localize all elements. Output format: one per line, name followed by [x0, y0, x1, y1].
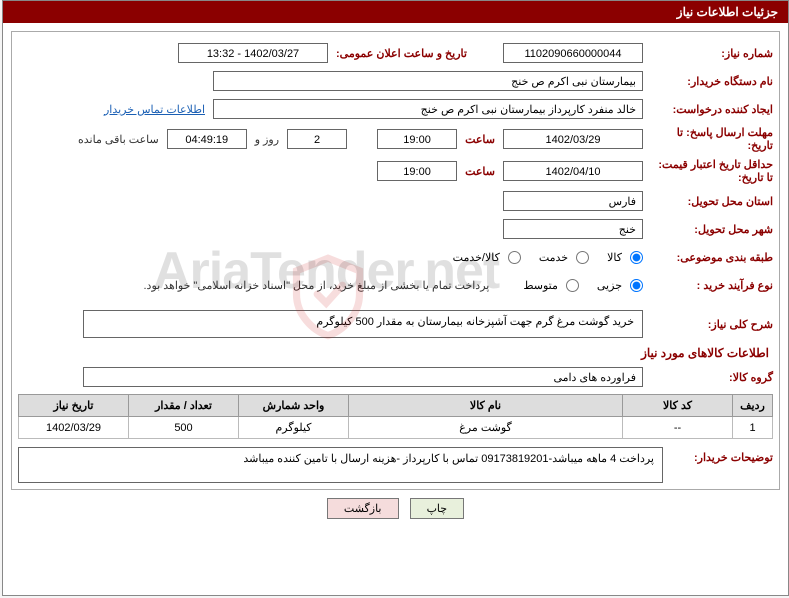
radio-label-goods-service: کالا/خدمت [439, 251, 504, 264]
label-response-deadline: مهلت ارسال پاسخ: تا تاریخ: [643, 126, 773, 152]
value-response-time: 19:00 [377, 129, 457, 149]
td-date: 1402/03/29 [19, 417, 129, 439]
page-title: جزئیات اطلاعات نیاز [3, 1, 788, 23]
label-hour-2: ساعت [457, 165, 503, 178]
label-days-and: روز و [247, 133, 287, 146]
label-delivery-city: شهر محل تحویل: [643, 223, 773, 236]
label-goods-group: گروه کالا: [643, 371, 773, 384]
payment-note: پرداخت تمام یا بخشی از مبلغ خرید، از محل… [144, 279, 490, 292]
table-header-row: ردیف کد کالا نام کالا واحد شمارش تعداد /… [19, 395, 773, 417]
value-delivery-city: خنج [503, 219, 643, 239]
radio-goods[interactable] [630, 251, 643, 264]
label-subject-class: طبقه بندی موضوعی: [643, 251, 773, 264]
value-requester: خالد منفرد کارپرداز بیمارستان نبی اکرم ص… [213, 99, 643, 119]
value-time-remaining: 04:49:19 [167, 129, 247, 149]
value-delivery-province: فارس [503, 191, 643, 211]
radio-label-service: خدمت [525, 251, 572, 264]
th-date: تاریخ نیاز [19, 395, 129, 417]
td-row: 1 [733, 417, 773, 439]
label-announce-datetime: تاریخ و ساعت اعلان عمومی: [328, 47, 503, 60]
th-name: نام کالا [349, 395, 623, 417]
value-days-remaining: 2 [287, 129, 347, 149]
label-hour-1: ساعت [457, 133, 503, 146]
label-purchase-type: نوع فرآیند خرید : [643, 279, 773, 292]
button-bar: چاپ بازگشت [3, 498, 788, 519]
print-button[interactable]: چاپ [410, 498, 465, 519]
value-response-date: 1402/03/29 [503, 129, 643, 149]
th-unit: واحد شمارش [239, 395, 349, 417]
link-buyer-contact[interactable]: اطلاعات تماس خریدار [104, 103, 205, 116]
table-row: 1 -- گوشت مرغ کیلوگرم 500 1402/03/29 [19, 417, 773, 439]
td-unit: کیلوگرم [239, 417, 349, 439]
label-hours-remaining: ساعت باقی مانده [70, 133, 167, 146]
value-goods-group: فراورده های دامی [83, 367, 643, 387]
radio-goods-service[interactable] [508, 251, 521, 264]
radio-minor[interactable] [630, 279, 643, 292]
label-delivery-province: استان محل تحویل: [643, 195, 773, 208]
goods-table: ردیف کد کالا نام کالا واحد شمارش تعداد /… [18, 394, 773, 439]
td-code: -- [623, 417, 733, 439]
radio-label-medium: متوسط [509, 279, 562, 292]
th-row: ردیف [733, 395, 773, 417]
td-name: گوشت مرغ [349, 417, 623, 439]
details-panel: شماره نیاز: 1102090660000044 تاریخ و ساع… [11, 31, 780, 490]
value-buyer-notes: پرداخت 4 ماهه میباشد-09173819201 تماس با… [18, 447, 663, 483]
label-general-desc: شرح کلی نیاز: [643, 318, 773, 331]
radio-service[interactable] [576, 251, 589, 264]
label-need-number: شماره نیاز: [643, 47, 773, 60]
label-price-validity: حداقل تاریخ اعتبار قیمت: تا تاریخ: [643, 158, 773, 184]
th-code: کد کالا [623, 395, 733, 417]
th-qty: تعداد / مقدار [129, 395, 239, 417]
radio-label-minor: جزیی [583, 279, 626, 292]
back-button[interactable]: بازگشت [327, 498, 399, 519]
value-need-number: 1102090660000044 [503, 43, 643, 63]
value-buyer-org: بیمارستان نبی اکرم ص خنج [213, 71, 643, 91]
radio-group-process: جزیی متوسط [509, 279, 643, 292]
value-price-validity-time: 19:00 [377, 161, 457, 181]
label-buyer-org: نام دستگاه خریدار: [643, 75, 773, 88]
radio-label-goods: کالا [593, 251, 626, 264]
radio-group-subject: کالا خدمت کالا/خدمت [439, 251, 643, 264]
radio-medium[interactable] [566, 279, 579, 292]
label-requester: ایجاد کننده درخواست: [643, 103, 773, 116]
value-announce-datetime: 1402/03/27 - 13:32 [178, 43, 328, 63]
td-qty: 500 [129, 417, 239, 439]
value-price-validity-date: 1402/04/10 [503, 161, 643, 181]
section-goods-info: اطلاعات کالاهای مورد نیاز [22, 346, 769, 360]
label-buyer-notes: توضیحات خریدار: [663, 447, 773, 464]
value-general-desc: خرید گوشت مرغ گرم جهت آشپزخانه بیمارستان… [83, 310, 643, 338]
